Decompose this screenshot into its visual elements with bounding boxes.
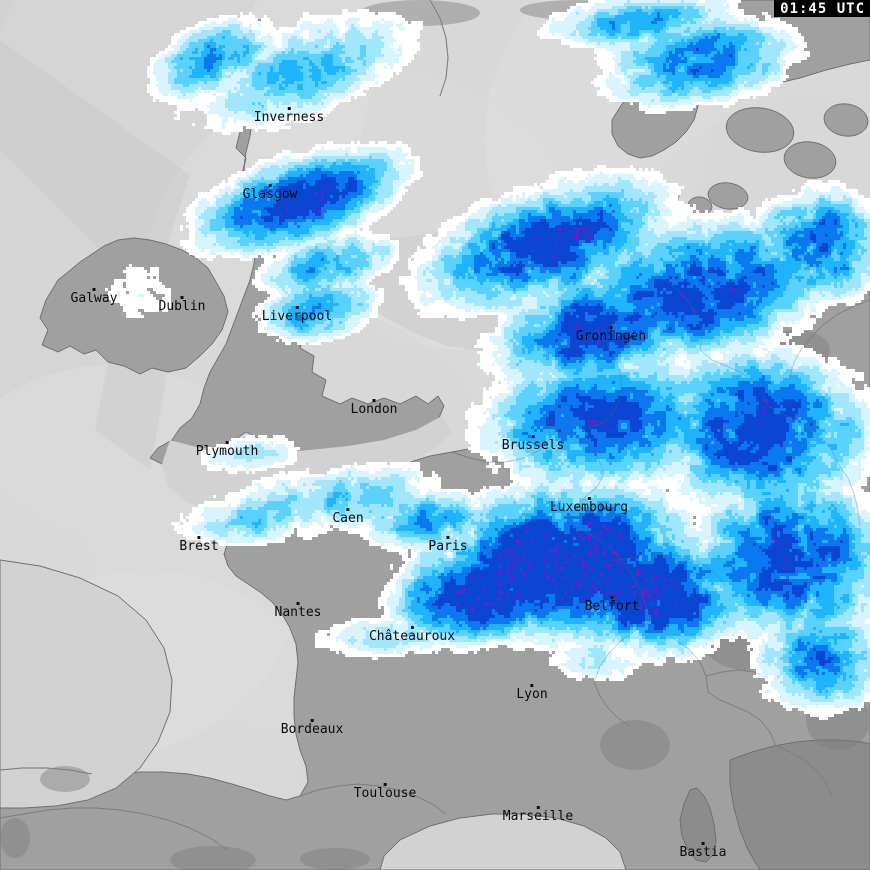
city-marker-dot-icon xyxy=(92,288,96,291)
city-label-galway[interactable]: Galway xyxy=(70,288,118,306)
city-name-text: London xyxy=(350,402,398,417)
city-marker-dot-icon xyxy=(530,684,534,687)
city-marker-dot-icon xyxy=(383,783,387,786)
city-label-lyon[interactable]: Lyon xyxy=(516,684,548,702)
city-label-toulouse[interactable]: Toulouse xyxy=(353,783,417,801)
city-marker-dot-icon xyxy=(180,296,184,299)
city-label-paris[interactable]: Paris xyxy=(428,536,468,554)
city-label-inverness[interactable]: Inverness xyxy=(254,107,324,125)
city-marker-dot-icon xyxy=(410,626,414,629)
city-name-text: Châteauroux xyxy=(368,629,456,644)
city-marker-dot-icon xyxy=(197,536,201,539)
city-name-text: Marseille xyxy=(502,809,574,824)
city-marker-dot-icon xyxy=(536,806,540,809)
city-name-text: Paris xyxy=(428,539,468,554)
timestamp-badge: 01:45 UTC xyxy=(774,0,870,17)
city-name-text: Brussels xyxy=(501,438,565,453)
city-name-text: Nantes xyxy=(274,605,322,620)
city-name-text: Groningen xyxy=(575,329,647,344)
city-label-groningen[interactable]: Groningen xyxy=(576,326,646,344)
city-label-liverpool[interactable]: Liverpool xyxy=(262,306,332,324)
city-marker-dot-icon xyxy=(610,596,614,599)
city-marker-dot-icon xyxy=(531,435,535,438)
city-name-text: Dublin xyxy=(158,299,206,314)
city-name-text: Caen xyxy=(332,511,364,526)
city-label-glasgow[interactable]: Glasgow xyxy=(242,184,298,202)
city-label-london[interactable]: London xyxy=(350,399,398,417)
city-label-bordeaux[interactable]: Bordeaux xyxy=(280,719,344,737)
city-name-text: Lyon xyxy=(516,687,548,702)
city-marker-dot-icon xyxy=(310,719,314,722)
city-marker-dot-icon xyxy=(287,107,291,110)
city-name-text: Inverness xyxy=(253,110,325,125)
city-label-chateauroux[interactable]: Châteauroux xyxy=(369,626,455,644)
city-marker-dot-icon xyxy=(701,842,705,845)
city-marker-dot-icon xyxy=(225,441,229,444)
city-name-text: Brest xyxy=(179,539,219,554)
city-label-belfort[interactable]: Belfort xyxy=(584,596,640,614)
city-label-luxembourg[interactable]: Luxembourg xyxy=(550,497,628,515)
city-label-marseille[interactable]: Marseille xyxy=(503,806,573,824)
city-marker-dot-icon xyxy=(268,184,272,187)
city-name-text: Bordeaux xyxy=(280,722,344,737)
city-name-text: Belfort xyxy=(584,599,640,614)
city-label-dublin[interactable]: Dublin xyxy=(158,296,206,314)
city-name-text: Liverpool xyxy=(261,309,333,324)
city-label-plymouth[interactable]: Plymouth xyxy=(195,441,259,459)
city-name-text: Toulouse xyxy=(353,786,417,801)
city-name-text: Glasgow xyxy=(242,187,298,202)
city-marker-dot-icon xyxy=(587,497,591,500)
city-name-text: Bastia xyxy=(679,845,727,860)
city-marker-dot-icon xyxy=(609,326,613,329)
city-marker-dot-icon xyxy=(296,602,300,605)
city-label-brest[interactable]: Brest xyxy=(179,536,219,554)
city-marker-dot-icon xyxy=(372,399,376,402)
city-label-brussels[interactable]: Brussels xyxy=(501,435,565,453)
city-label-nantes[interactable]: Nantes xyxy=(274,602,322,620)
city-marker-dot-icon xyxy=(295,306,299,309)
city-name-text: Luxembourg xyxy=(549,500,629,515)
city-marker-dot-icon xyxy=(346,508,350,511)
city-name-text: Plymouth xyxy=(195,444,259,459)
city-label-caen[interactable]: Caen xyxy=(332,508,364,526)
city-marker-dot-icon xyxy=(446,536,450,539)
city-label-bastia[interactable]: Bastia xyxy=(679,842,727,860)
city-name-text: Galway xyxy=(70,291,118,306)
